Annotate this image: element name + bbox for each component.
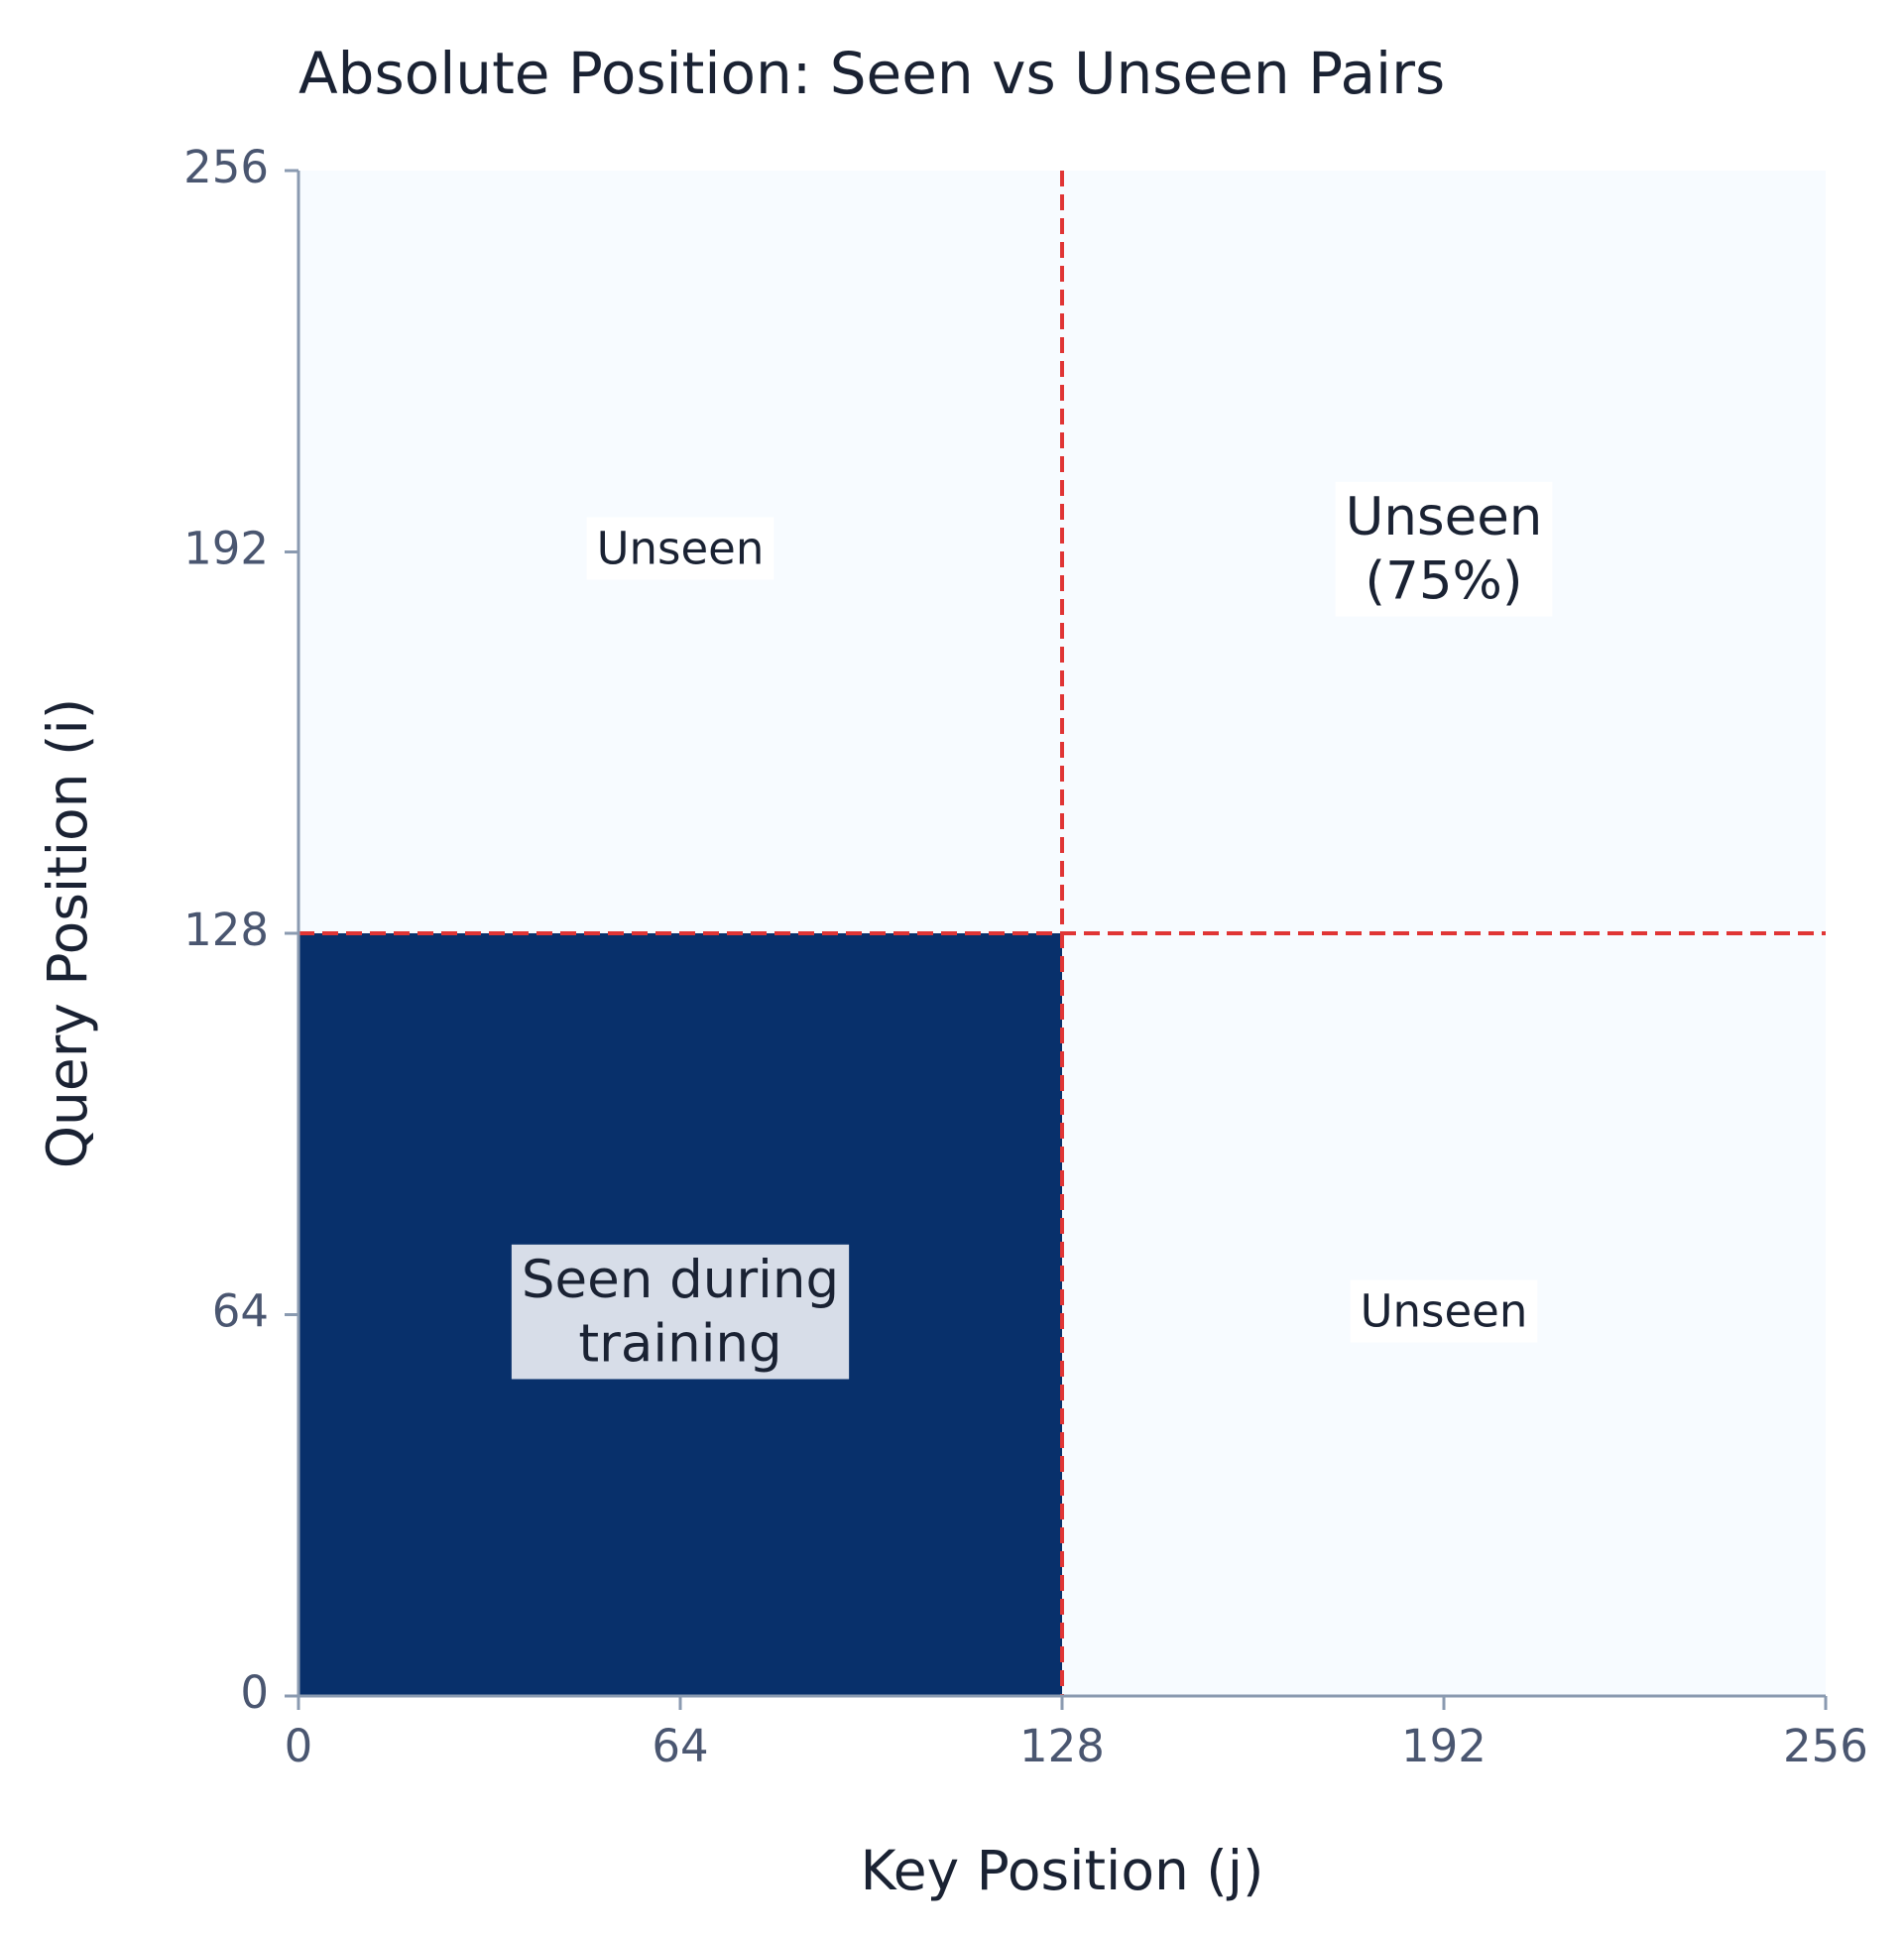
y-tick-label: 128 <box>183 904 269 956</box>
x-tick-label: 192 <box>1401 1720 1487 1772</box>
annotation-text: (75%) <box>1365 550 1522 611</box>
annotation-text: Seen during <box>522 1250 839 1310</box>
annotation-box <box>1350 1279 1538 1343</box>
annotation-text: Unseen <box>1346 487 1543 547</box>
y-tick-label: 256 <box>183 141 269 193</box>
y-axis-title: Query Position (i) <box>36 698 99 1168</box>
y-tick-label: 0 <box>240 1666 269 1719</box>
x-tick-label: 64 <box>652 1720 708 1772</box>
annotation-text: Unseen <box>597 523 765 575</box>
annotation-box <box>1335 481 1553 617</box>
x-tick-label: 128 <box>1019 1720 1105 1772</box>
annotation: Unseen <box>1350 1279 1538 1343</box>
x-tick-label: 256 <box>1783 1720 1868 1772</box>
y-tick-label: 64 <box>212 1285 269 1338</box>
annotation: Unseen(75%) <box>1335 481 1553 617</box>
x-tick-label: 0 <box>285 1720 313 1772</box>
y-tick-label: 192 <box>183 523 269 575</box>
annotation-box <box>511 1244 850 1380</box>
chart-title: Absolute Position: Seen vs Unseen Pairs <box>298 40 1445 107</box>
annotation-box <box>586 517 774 580</box>
x-axis-title: Key Position (j) <box>860 1839 1263 1902</box>
annotation-text: training <box>578 1313 781 1374</box>
annotation-text: Unseen <box>1361 1285 1528 1338</box>
annotation: Unseen <box>586 517 774 580</box>
